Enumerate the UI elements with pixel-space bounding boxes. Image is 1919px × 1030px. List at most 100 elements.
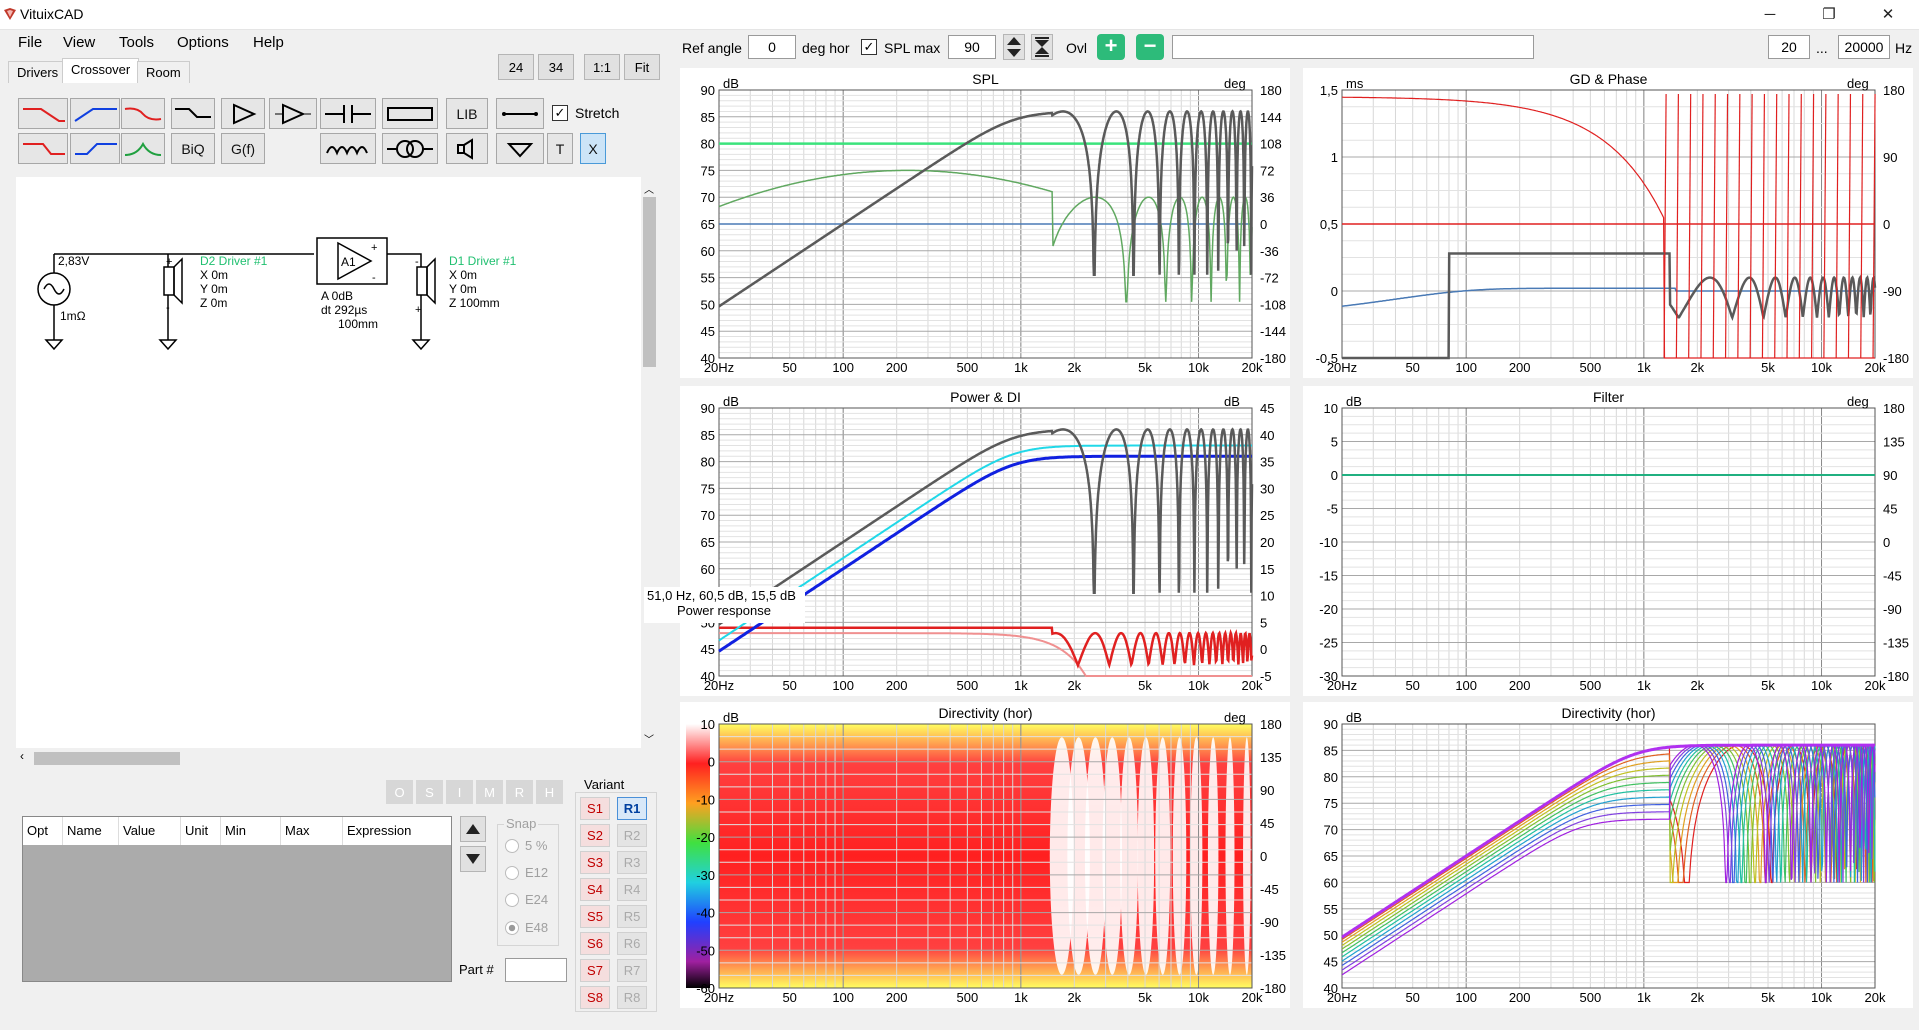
- text-tool-button[interactable]: T: [547, 133, 573, 164]
- transformer-button[interactable]: [382, 133, 438, 164]
- freq-min-input[interactable]: 20: [1768, 35, 1810, 59]
- optimizer-table[interactable]: Opt Name Value Unit Min Max Expression: [22, 816, 452, 982]
- snap-e24[interactable]: E24: [505, 892, 548, 907]
- tab-room[interactable]: Room: [137, 61, 190, 83]
- opt-r-button[interactable]: R: [506, 780, 533, 804]
- schematic-vertical-scrollbar[interactable]: ︿ ﹀: [641, 177, 658, 748]
- scroll-down-icon[interactable]: ﹀: [644, 735, 654, 746]
- snap-e48[interactable]: E48: [505, 920, 548, 935]
- variant-s1-button[interactable]: S1: [580, 797, 610, 820]
- dir-curves-panel[interactable]: Directivity (hor) dB 90 85 80 75 70 65 60 55 50 45 4…: [1303, 702, 1913, 1008]
- biquad-button[interactable]: BiQ: [171, 133, 215, 164]
- library-button[interactable]: LIB: [446, 98, 488, 129]
- horizontal-scroll-thumb[interactable]: [34, 752, 180, 765]
- variant-s8-button[interactable]: S8: [580, 986, 610, 1009]
- schematic-canvas[interactable]: + - + - - + 2,83V 1mΩ D2 Driver #1 X 0m Y 0…: [16, 177, 641, 748]
- move-down-button[interactable]: [460, 846, 486, 872]
- snap-e12[interactable]: E12: [505, 865, 548, 880]
- spl-panel[interactable]: SPL dB deg 90 85 80 75 70 65 60 55 50 45 40 180 144 108 7…: [680, 68, 1290, 378]
- amplifier-button[interactable]: [269, 98, 317, 129]
- menu-options[interactable]: Options: [177, 34, 229, 51]
- radio-icon: [505, 865, 519, 880]
- gf-button[interactable]: G(f): [221, 133, 265, 164]
- overlay-add-button[interactable]: +: [1097, 34, 1125, 60]
- tab-crossover[interactable]: Crossover: [62, 58, 140, 83]
- close-button[interactable]: ✕: [1881, 6, 1895, 23]
- variant-r6-button[interactable]: R6: [617, 932, 647, 955]
- y2-tick-label: 25: [1260, 508, 1274, 523]
- variant-r7-button[interactable]: R7: [617, 959, 647, 982]
- variant-s5-button[interactable]: S5: [580, 905, 610, 928]
- snap-5pct[interactable]: 5 %: [505, 838, 547, 853]
- schematic-horizontal-scrollbar[interactable]: ‹: [16, 748, 641, 768]
- minimize-button[interactable]: ─: [1764, 6, 1776, 23]
- menu-help[interactable]: Help: [253, 34, 284, 51]
- ground-button[interactable]: [496, 133, 544, 164]
- inductor-button[interactable]: [320, 133, 376, 164]
- highpass-alt-button[interactable]: [70, 133, 120, 164]
- spl-up-down-button[interactable]: [1003, 34, 1025, 60]
- opt-m-button[interactable]: M: [476, 780, 503, 804]
- variant-s4-button[interactable]: S4: [580, 878, 610, 901]
- menu-tools[interactable]: Tools: [119, 34, 155, 51]
- fit-button[interactable]: Fit: [624, 54, 660, 80]
- freq-max-input[interactable]: 20000: [1838, 35, 1890, 59]
- overlay-input[interactable]: [1172, 35, 1534, 59]
- part-number-input[interactable]: [505, 958, 567, 982]
- variant-s6-button[interactable]: S6: [580, 932, 610, 955]
- overlay-remove-button[interactable]: −: [1136, 34, 1164, 60]
- speaker-button[interactable]: [446, 133, 488, 164]
- opt-i-button[interactable]: I: [446, 780, 473, 804]
- variant-r8-button[interactable]: R8: [617, 986, 647, 1009]
- dir-map-panel[interactable]: Directivity (hor) dB deg 10 0 -10 -20 -30 -40 -50…: [680, 702, 1290, 1008]
- variant-r5-button[interactable]: R5: [617, 905, 647, 928]
- cross-tool-button[interactable]: X: [580, 133, 606, 164]
- sound-power-cyan-curve: [718, 444, 1252, 642]
- buffer-button[interactable]: [221, 98, 265, 129]
- tab-drivers[interactable]: Drivers: [8, 61, 68, 83]
- spl-max-checkbox[interactable]: ✓: [861, 39, 877, 55]
- variant-r4-button[interactable]: R4: [617, 878, 647, 901]
- resistor-button[interactable]: [382, 98, 438, 129]
- opt-s-button[interactable]: S: [416, 780, 443, 804]
- notch-red-button[interactable]: [121, 98, 165, 129]
- wire-button[interactable]: [496, 98, 544, 129]
- variant-r2-button[interactable]: R2: [617, 824, 647, 847]
- ref-angle-input[interactable]: 0: [748, 35, 796, 59]
- left-unit-label: dB: [1346, 394, 1362, 409]
- move-up-button[interactable]: [460, 816, 486, 842]
- stretch-checkbox[interactable]: ✓: [552, 105, 568, 121]
- variant-s3-button[interactable]: S3: [580, 851, 610, 874]
- zoom-24-button[interactable]: 24: [498, 54, 534, 80]
- variant-r1-button[interactable]: R1: [617, 797, 647, 820]
- spl-max-input[interactable]: 90: [948, 35, 996, 59]
- highpass-blue-button[interactable]: [70, 98, 120, 129]
- svg-text:+: +: [415, 304, 421, 316]
- plus-icon: +: [1104, 33, 1118, 58]
- opt-h-button[interactable]: H: [536, 780, 563, 804]
- zoom-1to1-button[interactable]: 1:1: [584, 54, 620, 80]
- title-bar: VituixCAD ─ ❐ ✕: [0, 0, 1919, 30]
- vertical-scroll-thumb[interactable]: [643, 197, 656, 367]
- variant-s7-button[interactable]: S7: [580, 959, 610, 982]
- opt-o-button[interactable]: O: [386, 780, 413, 804]
- shelf-button[interactable]: [171, 98, 215, 129]
- variant-s2-button[interactable]: S2: [580, 824, 610, 847]
- power-panel[interactable]: Power & DIdBdB90858075706560555045404540…: [680, 386, 1290, 696]
- spl-auto-button[interactable]: [1031, 34, 1053, 60]
- scroll-left-icon[interactable]: ‹: [20, 749, 24, 763]
- capacitor-button[interactable]: [320, 98, 376, 129]
- lowpass-red-button[interactable]: [18, 98, 68, 129]
- menu-file[interactable]: File: [18, 34, 43, 51]
- lowpass-alt-button[interactable]: [18, 133, 68, 164]
- variant-r3-button[interactable]: R3: [617, 851, 647, 874]
- restore-button[interactable]: ❐: [1822, 6, 1836, 23]
- scroll-up-icon[interactable]: ︿: [644, 185, 654, 196]
- filter-panel[interactable]: Filter dB deg 10 5 0 -5 -10 -15 -20 -25 -30 180 135 90…: [1303, 386, 1913, 696]
- d2-driver-name[interactable]: D2 Driver #1: [200, 254, 268, 268]
- d1-driver-name[interactable]: D1 Driver #1: [449, 254, 517, 268]
- gd-panel[interactable]: GD & Phase ms deg 1,5 1 0,5 0 -0,5 180 90 0 -90 -180…: [1303, 68, 1913, 378]
- menu-view[interactable]: View: [63, 34, 96, 51]
- peak-green-button[interactable]: [121, 133, 165, 164]
- zoom-34-button[interactable]: 34: [538, 54, 574, 80]
